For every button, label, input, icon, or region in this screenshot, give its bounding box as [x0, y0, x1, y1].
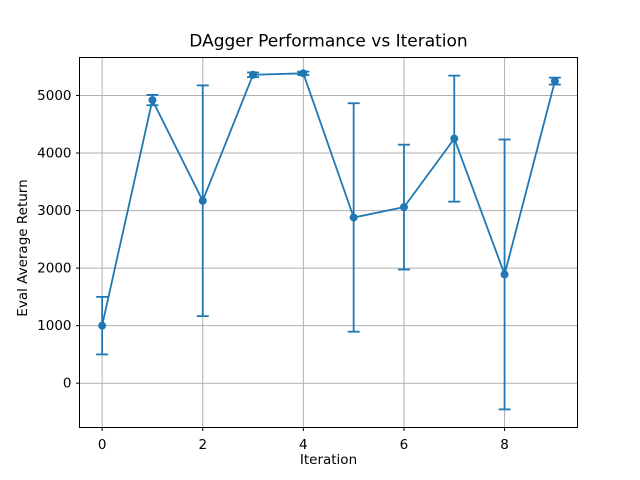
y-tick-label: 5000 [37, 88, 71, 104]
data-point-marker [349, 213, 358, 222]
y-tick-label: 4000 [37, 145, 71, 161]
data-point-marker [399, 203, 408, 212]
data-point-marker [148, 96, 157, 105]
data-point-marker [198, 196, 207, 205]
plot-border [79, 57, 578, 428]
data-layer [96, 69, 561, 411]
x-tick-label: 2 [198, 437, 207, 453]
data-line [101, 72, 556, 327]
x-tick-label: 8 [500, 437, 509, 453]
x-tick-label: 4 [299, 437, 308, 453]
gridline-layer [79, 57, 578, 428]
x-axis-label: Iteration [300, 452, 357, 468]
y-tick-label: 1000 [37, 318, 71, 334]
data-point-marker [550, 77, 559, 86]
axes-layer [79, 57, 578, 428]
tick-layer: 0 2 4 6 8 0 1000 2000 3000 4000 5000 [37, 88, 509, 453]
data-point-marker [98, 321, 107, 330]
data-point-marker [249, 70, 258, 79]
x-tick-label: 0 [98, 437, 107, 453]
x-tick-label: 6 [400, 437, 409, 453]
y-tick-label: 0 [63, 376, 72, 392]
y-tick-label: 3000 [37, 203, 71, 219]
chart-title: DAgger Performance vs Iteration [189, 32, 467, 52]
data-point-marker [450, 134, 459, 143]
data-point-marker [299, 69, 308, 78]
y-tick-label: 2000 [37, 261, 71, 277]
data-point-marker [500, 270, 509, 279]
y-axis-label: Eval Average Return [15, 179, 31, 316]
label-layer: DAgger Performance vs Iteration Iteratio… [15, 32, 468, 469]
